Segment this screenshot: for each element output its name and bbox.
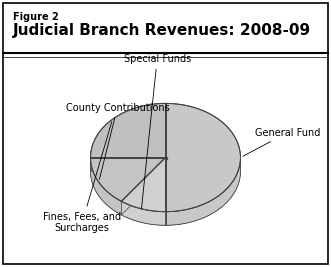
- Text: Special Funds: Special Funds: [123, 54, 191, 209]
- Polygon shape: [121, 158, 166, 212]
- Text: Judicial Branch Revenues: 2008-09: Judicial Branch Revenues: 2008-09: [13, 23, 311, 38]
- Polygon shape: [121, 158, 166, 215]
- Polygon shape: [90, 158, 121, 215]
- Text: County Contributions: County Contributions: [66, 103, 169, 179]
- Polygon shape: [121, 201, 166, 225]
- Polygon shape: [166, 158, 240, 225]
- Polygon shape: [90, 158, 241, 225]
- Text: Fines, Fees, and
Surcharges: Fines, Fees, and Surcharges: [43, 122, 121, 233]
- Polygon shape: [90, 158, 166, 171]
- Text: Figure 2: Figure 2: [13, 12, 59, 22]
- Polygon shape: [90, 103, 166, 158]
- Polygon shape: [90, 158, 166, 171]
- Polygon shape: [166, 103, 240, 212]
- Text: General Fund: General Fund: [243, 128, 320, 156]
- Polygon shape: [121, 158, 166, 215]
- Polygon shape: [90, 158, 166, 201]
